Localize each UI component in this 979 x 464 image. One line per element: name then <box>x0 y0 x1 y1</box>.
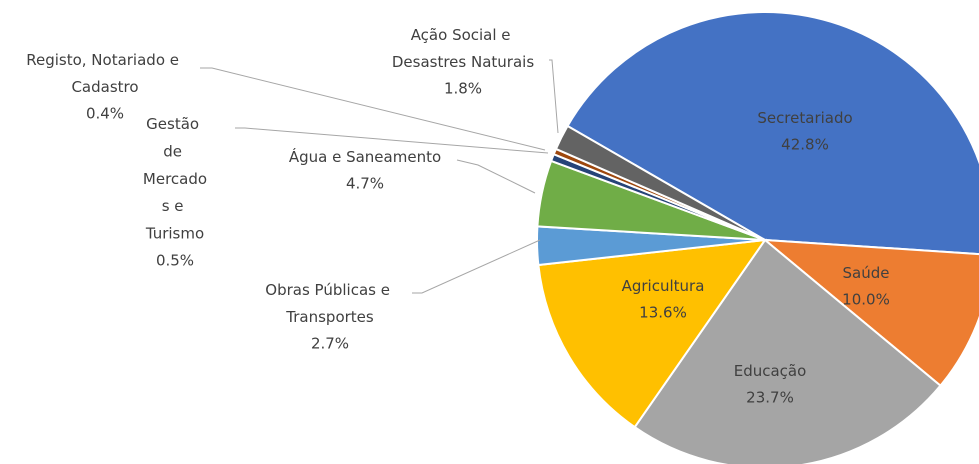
pie-slice <box>761 238 979 388</box>
pie-slice <box>537 238 768 429</box>
value-label: 0.4% <box>86 105 124 123</box>
pie-slice <box>554 124 766 241</box>
data-label: Água e Saneamento <box>289 147 441 166</box>
data-label: Agricultura <box>622 277 705 295</box>
label-line: Cadastro <box>71 78 138 96</box>
data-label: Obras Públicas e Transportes <box>265 281 394 326</box>
label-line: Agricultura <box>622 277 705 295</box>
value-label: 1.8% <box>444 80 482 98</box>
value-label: 10.0% <box>842 291 890 309</box>
label-line: Mercado <box>143 169 207 187</box>
label-line: Secretariado <box>757 109 852 127</box>
pie-slice <box>633 238 942 464</box>
leader-line <box>235 127 549 154</box>
data-label: Registo, Notariado e Cadastro <box>26 51 184 96</box>
label-line: Saúde <box>843 264 890 282</box>
data-label: Educação <box>734 362 807 380</box>
label-line: Registo, Notariado e <box>26 51 184 69</box>
leader-line <box>549 59 559 134</box>
label-line: Água e Saneamento <box>289 147 441 166</box>
pie-slice <box>566 11 979 256</box>
data-label: Gestão de Mercado s e Turismo <box>143 115 207 243</box>
label-line: Educação <box>734 362 807 380</box>
slices <box>536 11 979 464</box>
leader-line <box>200 67 546 151</box>
label-line: Transportes <box>285 308 374 326</box>
label-line: s e <box>162 197 189 215</box>
label-line: Desastres Naturais <box>392 53 534 71</box>
label-line: Gestão <box>146 115 204 133</box>
value-label: 23.7% <box>746 389 794 407</box>
data-label: Ação Social e Desastres Naturais <box>392 26 534 71</box>
label-line: Turismo <box>145 224 204 242</box>
data-label: Secretariado <box>757 109 852 127</box>
value-label: 2.7% <box>311 335 349 353</box>
value-label: 13.6% <box>639 304 687 322</box>
label-line: Obras Públicas e <box>265 281 394 299</box>
leader-line <box>412 239 541 294</box>
leader-line <box>456 159 536 194</box>
value-label: 0.5% <box>156 252 194 270</box>
data-label: Saúde <box>843 264 890 282</box>
label-line: Ação Social e <box>411 26 516 44</box>
label-line: de <box>163 142 187 160</box>
value-label: 42.8% <box>781 136 829 154</box>
value-label: 4.7% <box>346 175 384 193</box>
